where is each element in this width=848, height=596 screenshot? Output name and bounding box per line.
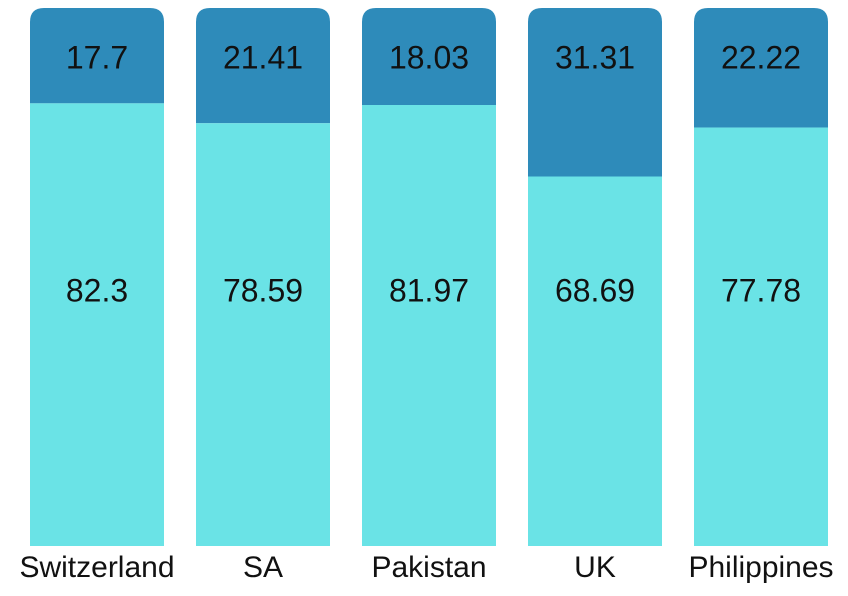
value-label: 77.78 <box>721 272 801 308</box>
x-tick-label: UK <box>574 551 616 584</box>
bar-segment <box>196 123 330 547</box>
bar-segment <box>196 8 330 124</box>
bar-segment <box>528 176 662 546</box>
bar-segment <box>362 105 496 546</box>
value-label: 18.03 <box>389 39 469 75</box>
value-label: 68.69 <box>555 272 635 308</box>
value-label: 78.59 <box>223 272 303 308</box>
value-label: 22.22 <box>721 39 801 75</box>
value-label: 81.97 <box>389 272 469 308</box>
x-tick-label: Switzerland <box>19 551 174 584</box>
bar-segment <box>694 8 828 128</box>
value-label: 17.7 <box>66 39 128 75</box>
bar-segment <box>30 8 164 104</box>
value-label: 31.31 <box>555 39 635 75</box>
bar-segment <box>694 127 828 546</box>
bar-segment <box>362 8 496 106</box>
x-tick-label: Pakistan <box>371 551 486 584</box>
value-label: 82.3 <box>66 272 128 308</box>
bar-segment <box>30 103 164 546</box>
x-tick-label: SA <box>243 551 283 584</box>
bar-segment <box>528 8 662 177</box>
value-label: 21.41 <box>223 39 303 75</box>
x-tick-label: Philippines <box>688 551 833 584</box>
